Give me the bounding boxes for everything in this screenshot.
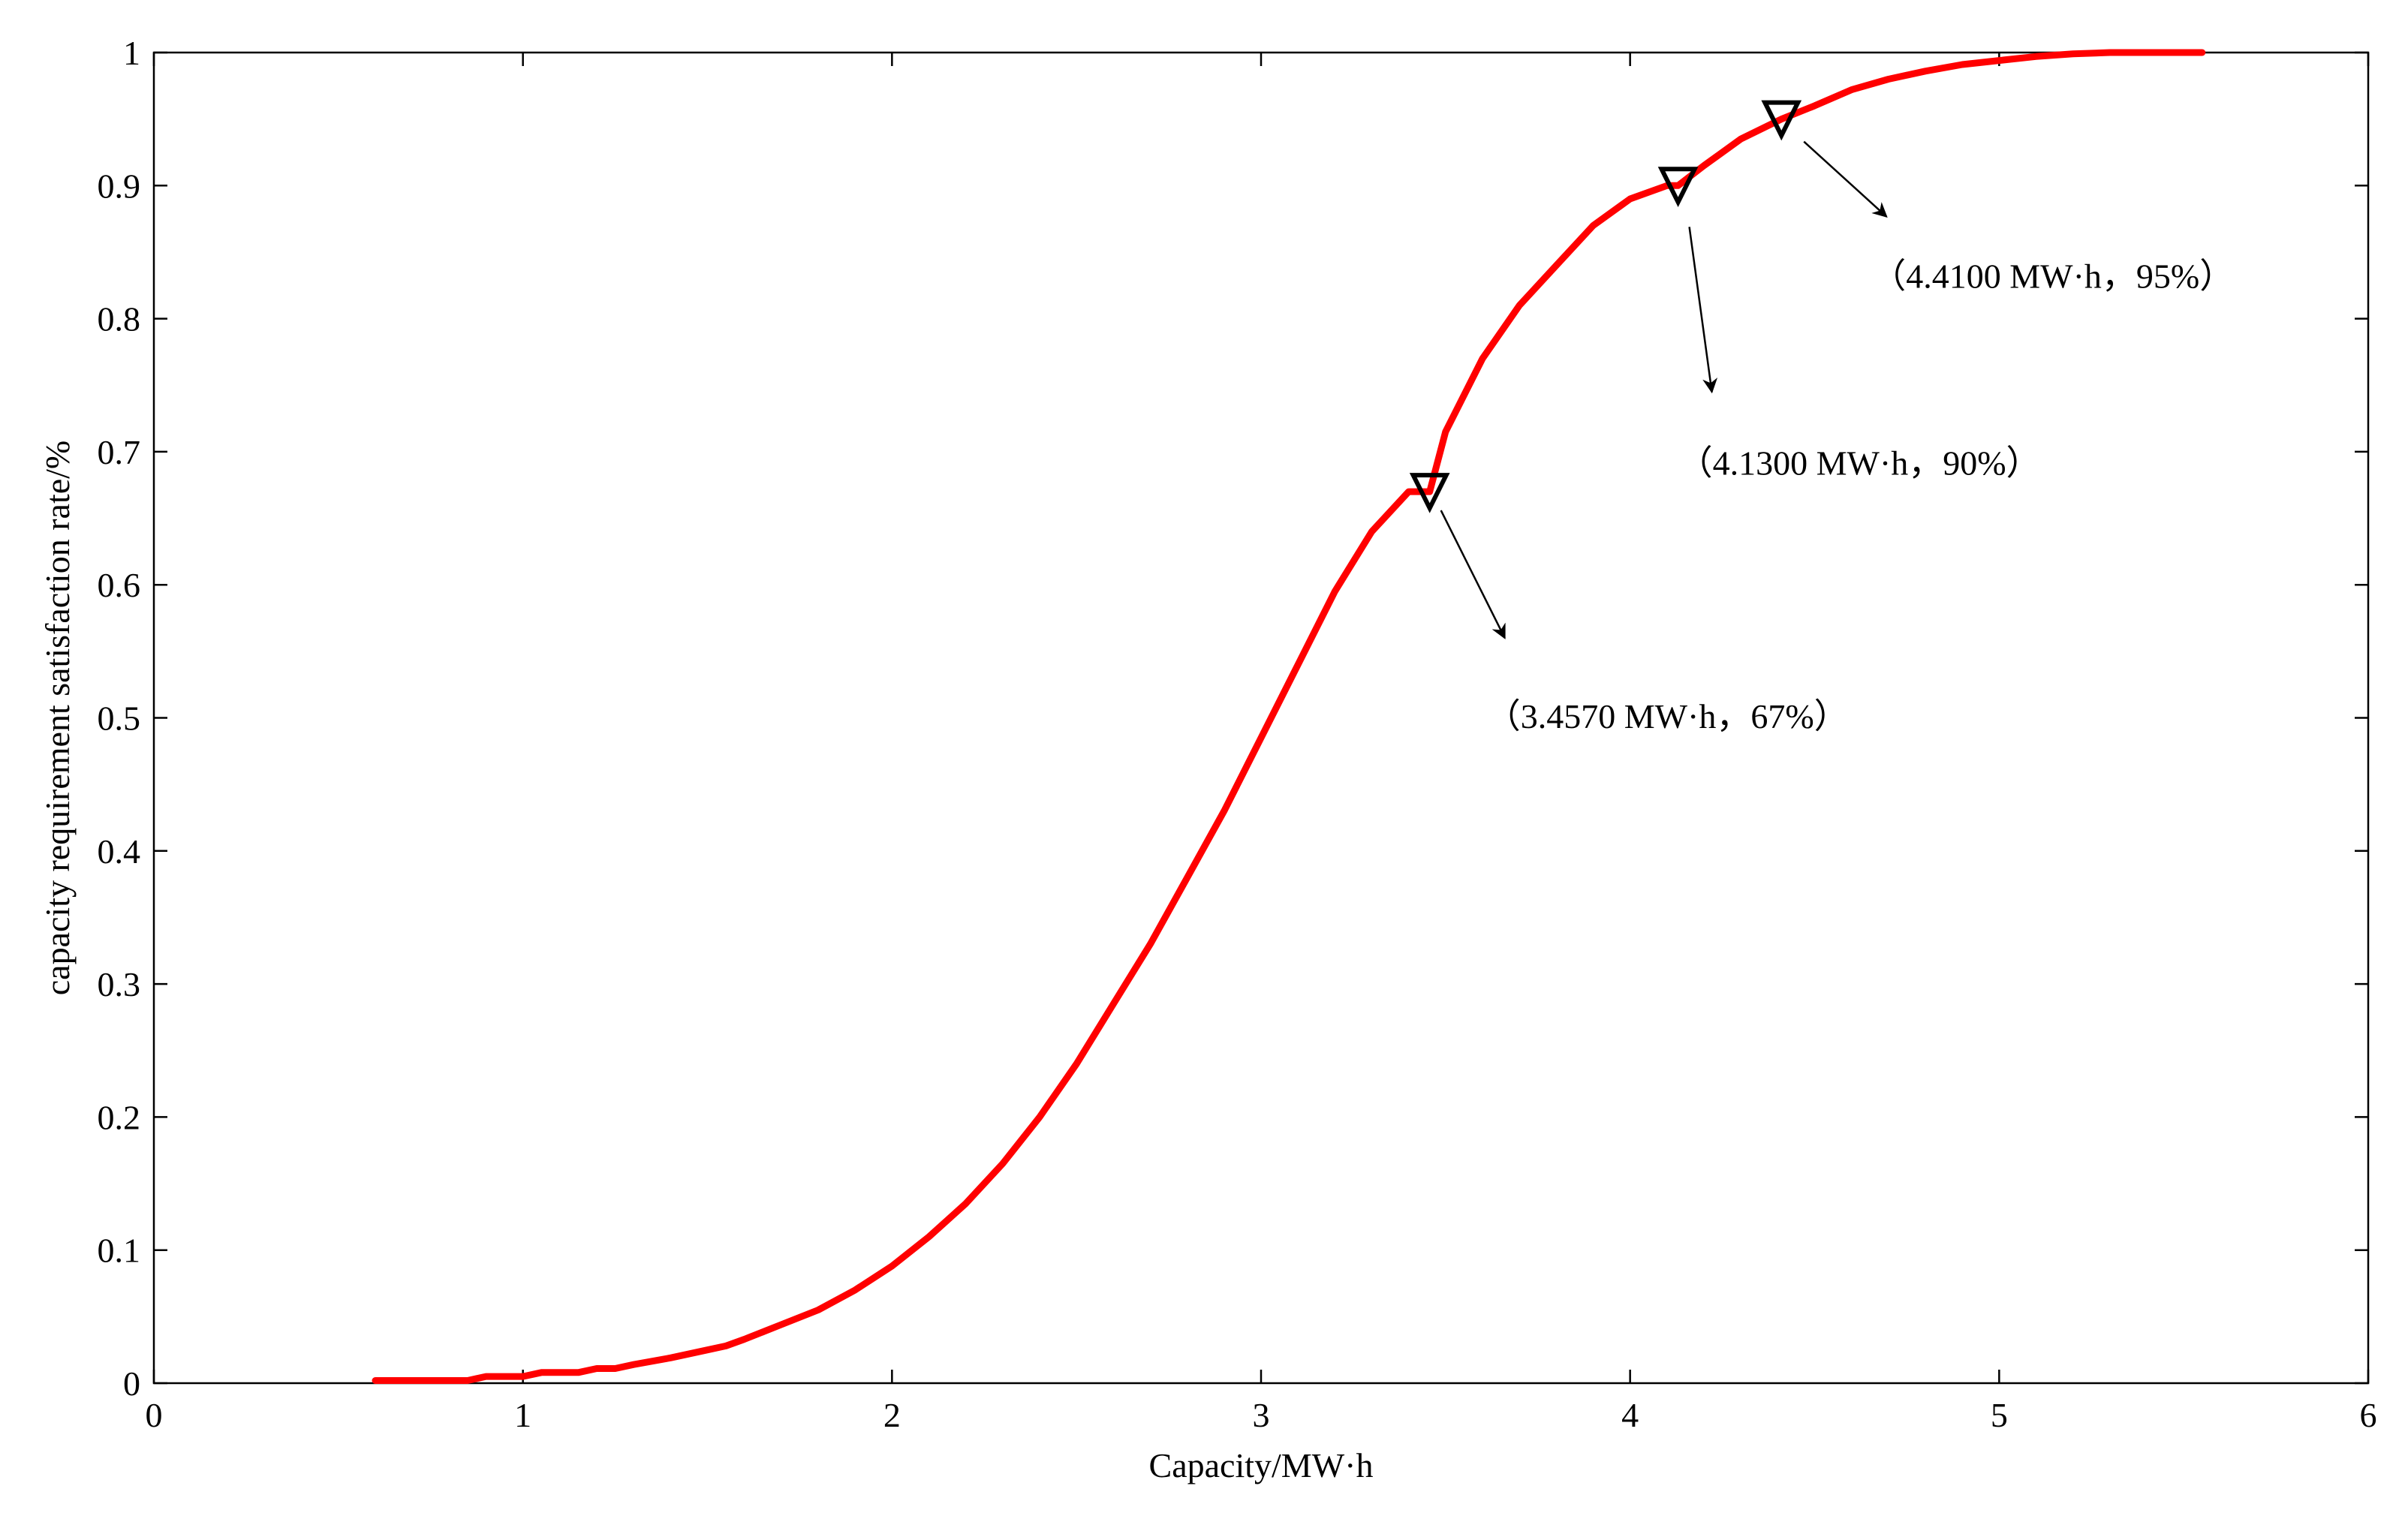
y-tick-label: 0.3	[98, 965, 141, 1003]
series-line	[372, 49, 2206, 1384]
plot-frame	[152, 51, 2370, 1385]
y-tick-label: 0.4	[98, 832, 141, 871]
annotation-marker	[1657, 167, 1699, 208]
x-tick-label: 2	[883, 1396, 901, 1434]
y-tick-label: 0.1	[98, 1232, 141, 1270]
x-tick-label: 6	[2360, 1396, 2377, 1434]
y-tick-label: 0.6	[98, 566, 141, 604]
annotation-marker	[1409, 473, 1450, 513]
y-tick-label: 0.7	[98, 433, 141, 471]
y-tick-label: 0.8	[98, 300, 141, 338]
annotation-arrow	[1440, 510, 1506, 639]
x-tick-label: 0	[146, 1396, 163, 1434]
annotation-arrow	[1803, 140, 1888, 218]
annotation-arrow	[1688, 227, 1718, 394]
x-tick-label: 5	[1991, 1396, 2008, 1434]
y-tick-label: 0.5	[98, 699, 141, 738]
x-tick-label: 1	[514, 1396, 531, 1434]
y-tick-label: 0	[123, 1364, 140, 1403]
y-tick-label: 0.9	[98, 167, 141, 205]
x-tick-label: 3	[1253, 1396, 1270, 1434]
y-tick-label: 0.2	[98, 1098, 141, 1136]
annotation-marker	[1761, 100, 1802, 141]
annotation-label: （4.1300 MW·h，90%）	[1678, 444, 2041, 482]
x-tick-label: 4	[1621, 1396, 1639, 1434]
x-axis-label: Capacity/MW·h	[1149, 1446, 1374, 1484]
y-tick-label: 1	[123, 34, 140, 72]
annotation-label: （3.4570 MW·h，67%）	[1486, 697, 1849, 735]
annotation-label: （4.4100 MW·h，95%）	[1871, 257, 2234, 296]
y-axis-label: capacity requirement satisfaction rate/%	[38, 441, 77, 995]
